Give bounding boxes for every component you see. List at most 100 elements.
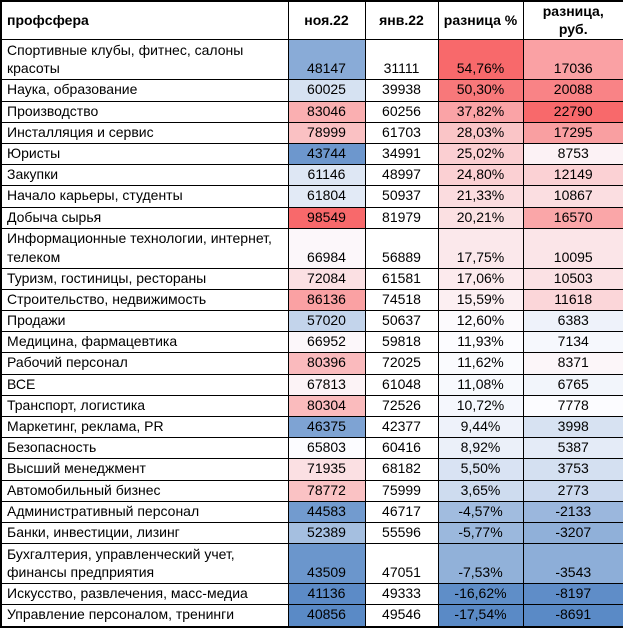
cell-diff-pct: -17,54% — [437, 604, 524, 627]
cell-nov22: 80304 — [287, 394, 366, 418]
cell-diff-pct: 8,92% — [437, 437, 524, 460]
cell-profsfera: ВСЕ — [0, 373, 289, 396]
cell-nov22: 41136 — [287, 583, 366, 606]
cell-jan22: 49546 — [364, 604, 439, 627]
cell-profsfera: Закупки — [0, 164, 289, 187]
cell-profsfera: Рабочий персонал — [0, 352, 289, 375]
cell-jan22: 31111 — [364, 39, 439, 81]
cell-diff-pct: 11,62% — [437, 352, 524, 375]
cell-jan22: 42377 — [364, 415, 439, 439]
cell-nov22: 57020 — [287, 310, 366, 333]
cell-nov22: 48147 — [287, 39, 366, 81]
table-row: Транспорт, логистика 80304 72526 10,72% 7778 — [0, 394, 623, 418]
cell-nov22: 98549 — [287, 206, 366, 229]
cell-jan22: 60256 — [364, 100, 439, 123]
cell-jan22: 59818 — [364, 331, 439, 354]
table-row: Информационные технологии, интернет, тел… — [0, 227, 623, 269]
table-row: Административный персонал 44583 46717 -4,57… — [0, 500, 623, 523]
cell-nov22: 78999 — [287, 121, 366, 144]
cell-profsfera: Инсталляция и сервис — [0, 121, 289, 144]
header-cell-jan22: янв.22 — [364, 0, 439, 41]
cell-jan22: 50637 — [364, 310, 439, 333]
cell-diff-pct: 37,82% — [437, 100, 524, 123]
cell-profsfera: Информационные технологии, интернет, тел… — [0, 227, 289, 269]
cell-diff-rub: 10503 — [522, 267, 623, 290]
cell-nov22: 78772 — [287, 479, 366, 502]
cell-nov22: 60025 — [287, 79, 366, 102]
cell-diff-pct: -4,57% — [437, 500, 524, 523]
cell-diff-pct: -7,53% — [437, 543, 524, 585]
cell-jan22: 72526 — [364, 394, 439, 418]
cell-profsfera: Юристы — [0, 142, 289, 166]
cell-profsfera: Добыча сырья — [0, 206, 289, 229]
cell-diff-pct: 50,30% — [437, 79, 524, 102]
cell-diff-rub: 5387 — [522, 437, 623, 460]
cell-diff-rub: 10095 — [522, 227, 623, 269]
cell-diff-rub: 3998 — [522, 415, 623, 439]
cell-diff-pct: 20,21% — [437, 206, 524, 229]
cell-diff-rub: 8753 — [522, 142, 623, 166]
cell-diff-rub: -2133 — [522, 500, 623, 523]
cell-jan22: 46717 — [364, 500, 439, 523]
cell-diff-pct: 9,44% — [437, 415, 524, 439]
cell-profsfera: Банки, инвестиции, лизинг — [0, 521, 289, 545]
header-cell-diff-rub: разница, руб. — [522, 0, 623, 41]
cell-diff-pct: 24,80% — [437, 164, 524, 187]
cell-nov22: 65803 — [287, 437, 366, 460]
cell-jan22: 61703 — [364, 121, 439, 144]
cell-diff-rub: 17036 — [522, 39, 623, 81]
cell-diff-pct: 17,75% — [437, 227, 524, 269]
cell-jan22: 56889 — [364, 227, 439, 269]
table-row: Бухгалтерия, управленческий учет, финанс… — [0, 543, 623, 585]
cell-diff-pct: -16,62% — [437, 583, 524, 606]
cell-nov22: 66952 — [287, 331, 366, 354]
cell-diff-rub: 16570 — [522, 206, 623, 229]
table-row: Рабочий персонал 80396 72025 11,62% 8371 — [0, 352, 623, 375]
cell-profsfera: Наука, образование — [0, 79, 289, 102]
cell-profsfera: Строительство, недвижимость — [0, 288, 289, 312]
cell-diff-rub: 22790 — [522, 100, 623, 123]
table-header: профсфера ноя.22 янв.22 разница % разниц… — [0, 0, 623, 41]
cell-jan22: 39938 — [364, 79, 439, 102]
cell-jan22: 74518 — [364, 288, 439, 312]
cell-jan22: 68182 — [364, 458, 439, 481]
cell-profsfera: Искусство, развлечения, масс-медиа — [0, 583, 289, 606]
cell-diff-rub: 20088 — [522, 79, 623, 102]
cell-diff-pct: 12,60% — [437, 310, 524, 333]
cell-jan22: 34991 — [364, 142, 439, 166]
table-row: Спортивные клубы, фитнес, салоны красоты… — [0, 39, 623, 81]
cell-diff-rub: -8197 — [522, 583, 623, 606]
cell-jan22: 81979 — [364, 206, 439, 229]
cell-diff-rub: 6383 — [522, 310, 623, 333]
table-row: Медицина, фармацевтика 66952 59818 11,93% 71… — [0, 331, 623, 354]
cell-profsfera: Туризм, гостиницы, рестораны — [0, 267, 289, 290]
cell-profsfera: Транспорт, логистика — [0, 394, 289, 418]
cell-diff-pct: 5,50% — [437, 458, 524, 481]
table-row: Закупки 61146 48997 24,80% 12149 — [0, 164, 623, 187]
table-row: Наука, образование 60025 39938 50,30% 20088 — [0, 79, 623, 102]
cell-jan22: 60416 — [364, 437, 439, 460]
cell-diff-pct: 10,72% — [437, 394, 524, 418]
table-row: Искусство, развлечения, масс-медиа 41136 4… — [0, 583, 623, 606]
cell-nov22: 66984 — [287, 227, 366, 269]
cell-jan22: 50937 — [364, 185, 439, 208]
cell-nov22: 86136 — [287, 288, 366, 312]
cell-diff-pct: 15,59% — [437, 288, 524, 312]
cell-diff-pct: 3,65% — [437, 479, 524, 502]
table-row: Безопасность 65803 60416 8,92% 5387 — [0, 437, 623, 460]
cell-profsfera: Продажи — [0, 310, 289, 333]
cell-diff-pct: 21,33% — [437, 185, 524, 208]
table-row: Строительство, недвижимость 86136 74518 15,… — [0, 288, 623, 312]
table-row: Производство 83046 60256 37,82% 22790 — [0, 100, 623, 123]
cell-profsfera: Производство — [0, 100, 289, 123]
cell-profsfera: Маркетинг, реклама, PR — [0, 415, 289, 439]
cell-jan22: 49333 — [364, 583, 439, 606]
cell-nov22: 71935 — [287, 458, 366, 481]
cell-nov22: 40856 — [287, 604, 366, 627]
cell-diff-pct: 28,03% — [437, 121, 524, 144]
cell-nov22: 44583 — [287, 500, 366, 523]
header-cell-profsfera: профсфера — [0, 0, 289, 41]
cell-profsfera: Безопасность — [0, 437, 289, 460]
cell-profsfera: Бухгалтерия, управленческий учет, финанс… — [0, 543, 289, 585]
